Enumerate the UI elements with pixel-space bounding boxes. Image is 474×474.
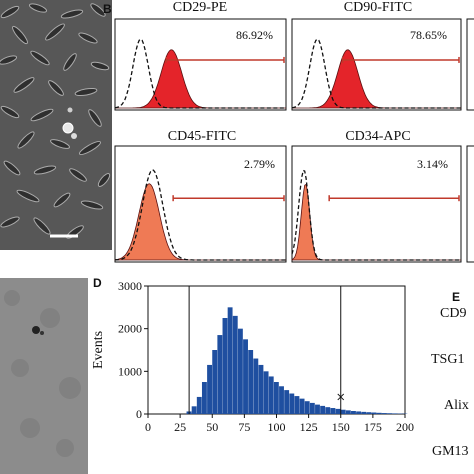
- histogram-bar: [201, 382, 207, 414]
- events-histogram: 0 25 50 75 100 125 150 175 2000100020003000Event…: [91, 279, 414, 434]
- flow-control-histogram-2: [114, 169, 286, 261]
- flow-frame-1: [291, 18, 462, 111]
- panel-letter-e: E: [452, 290, 461, 304]
- flow-percent-cd90: 78.65%: [410, 28, 447, 42]
- histogram-bar: [294, 396, 300, 414]
- histogram-marker: [337, 393, 345, 401]
- blot-label-alix: Alix: [444, 398, 469, 413]
- histogram-bar: [361, 411, 367, 414]
- flow-cytometry-panel: [114, 18, 474, 263]
- y-tick-label: 1000: [118, 364, 142, 378]
- flow-frame-3: [291, 145, 462, 263]
- histogram-bar: [315, 404, 320, 414]
- x-tick-label: 175: [364, 420, 382, 434]
- histogram-bar: [335, 408, 341, 414]
- blot-label-cd9: CD9: [440, 306, 467, 321]
- histogram-bar: [237, 328, 243, 414]
- histogram-bar: [340, 409, 346, 414]
- flow-sample-histogram-1: [292, 49, 461, 109]
- histogram-bar: [273, 382, 279, 414]
- histogram-bar: [227, 307, 233, 414]
- flow-sample-histogram-0: [115, 49, 286, 109]
- histogram-bar: [299, 398, 305, 414]
- histogram-bar: [248, 350, 254, 414]
- x-tick-label: 200: [396, 420, 414, 434]
- histogram-bar: [387, 413, 392, 414]
- histogram-bar: [376, 412, 382, 414]
- y-tick-label: 2000: [118, 322, 142, 336]
- histogram-bar: [320, 405, 326, 414]
- histogram-bar: [191, 406, 197, 414]
- y-tick-label: 3000: [118, 279, 142, 293]
- histogram-bar: [207, 364, 212, 414]
- blot-label-gm: GM13: [432, 444, 469, 459]
- flow-frame-0: [114, 18, 287, 111]
- histogram-bar: [330, 408, 336, 414]
- blot-label-tsg: TSG1: [431, 352, 465, 367]
- histogram-bar: [196, 396, 202, 414]
- flow-control-histogram-1: [291, 38, 461, 109]
- histogram-bar: [309, 402, 315, 414]
- tem-micrograph: [0, 278, 88, 474]
- x-tick-label: 75: [238, 420, 250, 434]
- histogram-bar: [289, 393, 295, 414]
- x-tick-label: 0: [145, 420, 151, 434]
- flow-frame-cropped-bottom: [466, 145, 474, 263]
- x-tick-label: 125: [300, 420, 318, 434]
- flow-sample-histogram-3: [291, 183, 461, 261]
- x-tick-label: 25: [174, 420, 186, 434]
- histogram-bar: [381, 413, 387, 414]
- x-tick-label: 150: [332, 420, 350, 434]
- panel-letter-d: D: [93, 276, 102, 290]
- flow-frame-2: [114, 145, 287, 263]
- flow-title-cd45: CD45-FITC: [167, 129, 237, 144]
- x-tick-label: 50: [206, 420, 218, 434]
- histogram-bar: [253, 358, 259, 414]
- flow-control-histogram-3: [291, 169, 461, 261]
- y-tick-label: 0: [136, 407, 142, 421]
- cell-micrograph: [0, 0, 112, 250]
- histogram-bar: [325, 407, 331, 414]
- flow-percent-cd45: 2.79%: [244, 157, 275, 171]
- histogram-bar: [304, 401, 310, 414]
- flow-title-cd90: CD90-FITC: [343, 0, 413, 15]
- histogram-bar: [258, 364, 264, 414]
- histogram-bar: [284, 390, 290, 414]
- histogram-bar: [351, 411, 356, 414]
- histogram-bar: [371, 412, 377, 414]
- histogram-bar: [217, 335, 223, 414]
- flow-control-histogram-0: [114, 38, 286, 109]
- histogram-bar: [279, 386, 284, 414]
- flow-percent-cd29: 86.92%: [236, 28, 273, 42]
- histogram-bar: [263, 371, 269, 414]
- histogram-bar: [345, 410, 351, 414]
- histogram-bar: [232, 315, 238, 414]
- flow-sample-histogram-2: [114, 183, 286, 261]
- histogram-bar: [243, 339, 248, 414]
- flow-frame-cropped-top: [466, 18, 474, 111]
- histogram-bar: [356, 411, 362, 414]
- x-tick-label: 100: [268, 420, 286, 434]
- y-axis-label: Events: [91, 331, 106, 369]
- flow-percent-cd34: 3.14%: [417, 157, 448, 171]
- histogram-bar: [222, 318, 228, 414]
- histogram-bar: [392, 413, 398, 414]
- flow-title-cd34: CD34-APC: [345, 129, 411, 144]
- histogram-bar: [268, 376, 274, 414]
- panel-letter-b: B: [103, 2, 112, 16]
- histogram-bar: [366, 412, 372, 414]
- histogram-bar: [212, 350, 218, 414]
- flow-title-cd29: CD29-PE: [172, 0, 228, 15]
